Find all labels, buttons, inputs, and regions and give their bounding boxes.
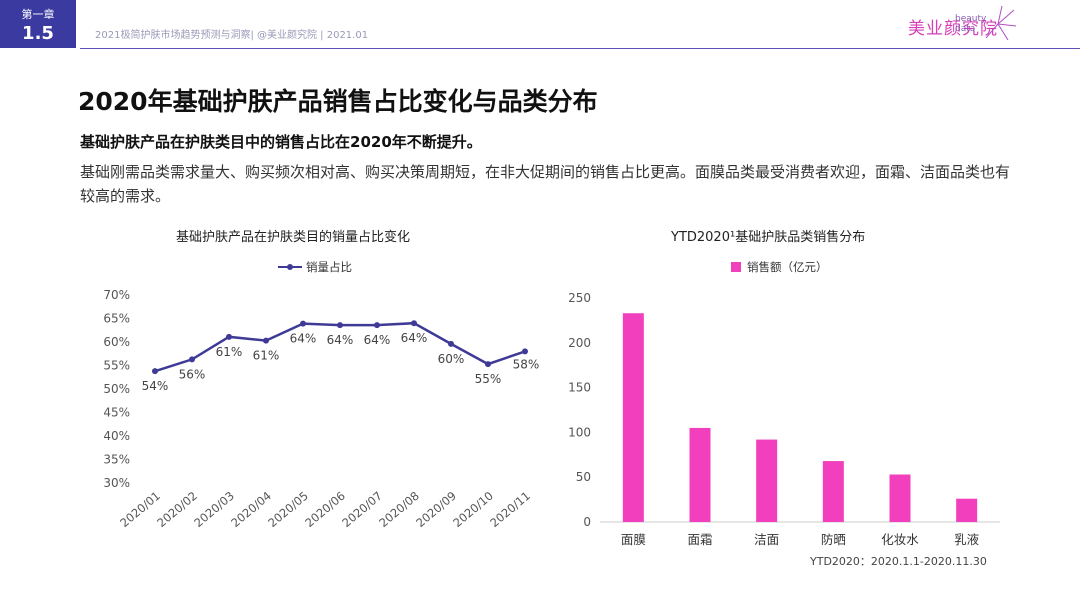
- line-data-point: [263, 337, 269, 344]
- line-y-tick-label: 50%: [103, 382, 130, 396]
- bar-y-tick-label: 100: [568, 425, 591, 439]
- bar-y-tick-label: 0: [583, 515, 591, 529]
- chart-footnote: YTD2020：2020.1.1-2020.11.30: [810, 555, 987, 568]
- line-data-point: [189, 356, 195, 363]
- line-data-label: 64%: [364, 333, 391, 347]
- chapter-number: 1.5: [22, 23, 54, 44]
- bar-3: [822, 461, 844, 522]
- bar-category-label: 乳液: [954, 532, 980, 547]
- bar-y-tick-label: 50: [576, 470, 591, 484]
- line-x-tick-label: 2020/11: [487, 489, 533, 530]
- bar-category-label: 防晒: [821, 532, 846, 547]
- chapter-label: 第一章: [21, 8, 55, 21]
- line-y-tick-label: 55%: [103, 359, 130, 373]
- brand-logo-sub: beauty data: [955, 14, 986, 34]
- line-series-path: [154, 321, 526, 373]
- line-data-label: 54%: [142, 379, 169, 393]
- line-data-point: [448, 340, 454, 347]
- page-subtitle: 基础护肤产品在护肤类目中的销售占比在2020年不断提升。: [80, 133, 482, 151]
- line-data-point: [337, 322, 343, 329]
- bar-category-label: 洁面: [754, 532, 779, 547]
- line-data-point: [485, 361, 491, 368]
- line-data-label: 60%: [438, 352, 465, 366]
- line-y-tick-label: 70%: [103, 288, 130, 302]
- bar-chart: 0 50 100 150 200 250 面膜 面霜 洁面 防晒 化妆水 乳液: [568, 291, 1000, 547]
- page-title: 2020年基础护肤产品销售占比变化与品类分布: [78, 87, 598, 116]
- line-data-point: [152, 368, 158, 375]
- header-divider: [80, 48, 1080, 49]
- line-data-label: 55%: [475, 372, 502, 386]
- bar-category-label: 面霜: [687, 532, 712, 547]
- report-info: 2021极简护肤市场趋势预测与洞察| @美业颜究院 | 2021.01: [95, 30, 369, 41]
- bar-chart-title: YTD2020¹基础护肤品类销售分布: [671, 230, 866, 245]
- line-legend-label: 销量占比: [306, 260, 352, 274]
- line-data-label: 64%: [290, 332, 317, 346]
- line-x-tick-label: 2020/09: [413, 489, 459, 530]
- bar-y-tick-label: 150: [568, 381, 591, 395]
- line-data-point: [300, 320, 306, 327]
- logo-sub-data: data: [955, 24, 976, 34]
- line-x-tick-label: 2020/06: [302, 489, 348, 530]
- bar-y-tick-label: 250: [568, 291, 591, 305]
- bar-category-label: 化妆水: [881, 532, 919, 547]
- line-data-point: [374, 322, 380, 329]
- line-data-label: 56%: [179, 367, 206, 381]
- line-y-tick-label: 40%: [103, 429, 130, 443]
- bar-legend-swatch: [731, 262, 741, 272]
- bar-5: [956, 498, 978, 522]
- line-y-tick-label: 65%: [103, 312, 130, 326]
- line-y-tick-label: 45%: [103, 406, 130, 420]
- bar-2: [756, 439, 778, 522]
- chapter-badge: 第一章 1.5: [0, 0, 76, 48]
- line-data-point: [522, 348, 528, 355]
- line-data-label: 64%: [327, 333, 354, 347]
- line-chart: 30%35%40%45%50%55%60%65%70%2020/012020/0…: [103, 288, 540, 530]
- logo-sub-beauty: beauty: [955, 14, 987, 24]
- bar-4: [889, 474, 911, 522]
- line-data-label: 58%: [513, 357, 540, 371]
- line-data-point: [411, 320, 417, 327]
- brand-logo-text: 美业颜究院: [908, 19, 998, 39]
- line-x-tick-label: 2020/07: [339, 489, 385, 530]
- line-x-tick-label: 2020/05: [265, 489, 311, 530]
- bar-category-label: 面膜: [621, 532, 646, 547]
- line-chart-legend: 销量占比: [278, 259, 352, 275]
- line-chart-title: 基础护肤产品在护肤类目的销量占比变化: [176, 230, 411, 245]
- bar-chart-legend: 销售额（亿元）: [731, 259, 828, 275]
- page-description: 基础刚需品类需求量大、购买频次相对高、购买决策周期短，在非大促期间的销售占比更高…: [80, 163, 1011, 205]
- line-x-tick-label: 2020/03: [191, 489, 237, 530]
- bar-legend-label: 销售额（亿元）: [747, 260, 828, 274]
- line-data-point: [226, 333, 232, 340]
- line-x-tick-label: 2020/08: [376, 489, 422, 530]
- bar-0: [622, 313, 644, 522]
- brand-logo-icon: [985, 5, 1017, 41]
- line-y-tick-label: 60%: [103, 335, 130, 349]
- line-x-tick-label: 2020/04: [228, 489, 274, 530]
- line-data-label: 64%: [401, 331, 428, 345]
- line-y-tick-label: 35%: [103, 453, 130, 467]
- line-data-label: 61%: [253, 349, 280, 363]
- bar-1: [689, 427, 711, 522]
- line-legend-marker: [278, 264, 302, 270]
- bar-y-tick-label: 200: [568, 336, 591, 350]
- line-x-tick-label: 2020/01: [117, 489, 163, 530]
- line-data-label: 61%: [216, 345, 243, 359]
- line-x-tick-label: 2020/10: [450, 489, 496, 530]
- line-x-tick-label: 2020/02: [154, 489, 200, 530]
- line-y-tick-label: 30%: [103, 476, 130, 490]
